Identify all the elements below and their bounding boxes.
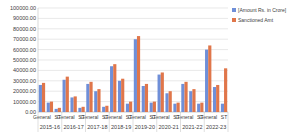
group-label: 2021-22 [182, 124, 202, 130]
x-tick-label: General [81, 114, 99, 120]
bar [145, 84, 148, 112]
bar [177, 103, 180, 112]
x-tick-label: ST [221, 114, 227, 120]
bar [113, 64, 116, 112]
bar [189, 91, 192, 112]
group-label: 2016-17 [64, 124, 84, 130]
bar [129, 102, 132, 112]
bar [105, 106, 108, 112]
legend-label: Sanctioned Amt [238, 17, 274, 23]
x-tick-label: General [128, 114, 146, 120]
y-tick-label: 80000.00 [13, 26, 36, 32]
bar [213, 87, 216, 112]
y-tick-label: 20000.00 [13, 88, 36, 94]
bar [208, 45, 211, 112]
bar [142, 86, 145, 112]
bars [39, 36, 227, 112]
legend-swatch [232, 18, 236, 22]
grid-line [38, 60, 228, 61]
bar [82, 107, 85, 112]
bar [78, 108, 81, 112]
bar [110, 66, 113, 112]
group-label: 2022-23 [206, 124, 226, 130]
bar [47, 103, 50, 112]
bar [184, 82, 187, 112]
y-tick-label: 60000.00 [13, 47, 36, 53]
bar [97, 89, 100, 112]
y-tick-label: 10000.00 [13, 99, 36, 105]
group-divider [156, 112, 157, 132]
y-tick-label: 40000.00 [13, 67, 36, 73]
bar [173, 104, 176, 112]
bar [39, 85, 42, 112]
bar [197, 104, 200, 112]
bar [70, 97, 73, 112]
grid-line [38, 18, 228, 19]
bar [158, 75, 161, 112]
bar [121, 79, 124, 112]
group-label: 2015-16 [40, 124, 60, 130]
y-tick-label: 50000.00 [13, 57, 36, 63]
bar [63, 80, 66, 112]
bar [150, 103, 153, 112]
group-divider [228, 112, 229, 132]
group-label: 2020-21 [159, 124, 179, 130]
bar [205, 50, 208, 112]
bar [161, 72, 164, 112]
group-divider [180, 112, 181, 132]
chart: 0.0010000.0020000.0030000.0040000.005000… [0, 0, 300, 135]
x-tick-label: General [176, 114, 194, 120]
bar [181, 84, 184, 112]
group-divider [133, 112, 134, 132]
bar [94, 91, 97, 112]
group-divider [85, 112, 86, 132]
y-axis [38, 8, 39, 112]
group-label: 2018-19 [111, 124, 131, 130]
bar [221, 104, 224, 112]
y-tick-label: 70000.00 [13, 36, 36, 42]
group-divider [204, 112, 205, 132]
bar [66, 77, 69, 112]
bar [102, 107, 105, 112]
group-divider [109, 112, 110, 132]
grid-line [38, 49, 228, 50]
bar [134, 39, 137, 112]
bar [74, 96, 77, 112]
x-tick-label: General [57, 114, 75, 120]
bar [169, 91, 172, 112]
bar [224, 68, 227, 112]
group-label: 2017-18 [87, 124, 107, 130]
x-tick-label: General [152, 114, 170, 120]
bar [165, 93, 168, 112]
grid-line [38, 28, 228, 29]
legend: [Amount Rs. in Crore] Sanctioned Amt [232, 7, 287, 23]
bar [126, 104, 129, 112]
legend-swatch [232, 8, 236, 12]
bar [50, 102, 53, 112]
bar [89, 82, 92, 112]
y-tick-label: 30000.00 [13, 78, 36, 84]
group-divider [38, 112, 39, 132]
grid-line [38, 39, 228, 40]
bar [192, 89, 195, 112]
grid-line [38, 70, 228, 71]
x-tick-label: General [199, 114, 217, 120]
group-divider [61, 112, 62, 132]
grid-line [38, 8, 228, 9]
bar [86, 84, 89, 112]
x-tick-label: General [104, 114, 122, 120]
bar [200, 103, 203, 112]
bar [216, 85, 219, 112]
bar [137, 36, 140, 112]
bar [55, 109, 58, 112]
bar [118, 81, 121, 112]
y-tick-label: 100000.00 [10, 5, 36, 11]
y-tick-label: 90000.00 [13, 15, 36, 21]
legend-label: [Amount Rs. in Crore] [238, 7, 287, 13]
bar [58, 108, 61, 112]
x-tick-label: General [33, 114, 51, 120]
bar [153, 102, 156, 112]
group-label: 2019-20 [135, 124, 155, 130]
bar [42, 83, 45, 112]
